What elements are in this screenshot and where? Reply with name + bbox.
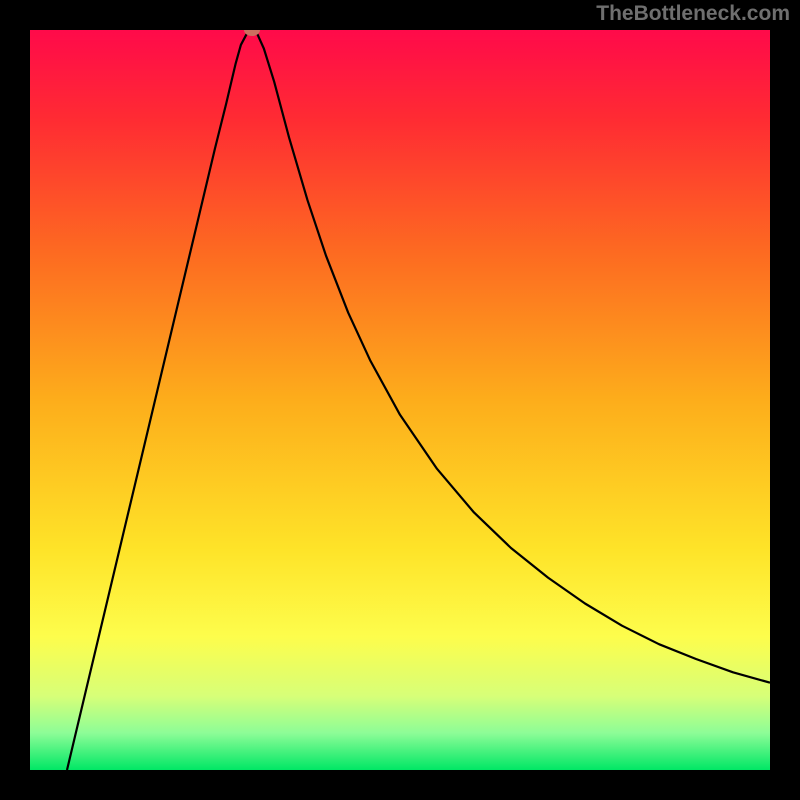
attribution-watermark: TheBottleneck.com <box>596 2 790 26</box>
gradient-background <box>30 30 770 770</box>
bottleneck-plot <box>30 30 770 770</box>
chart-frame: TheBottleneck.com <box>0 0 800 800</box>
